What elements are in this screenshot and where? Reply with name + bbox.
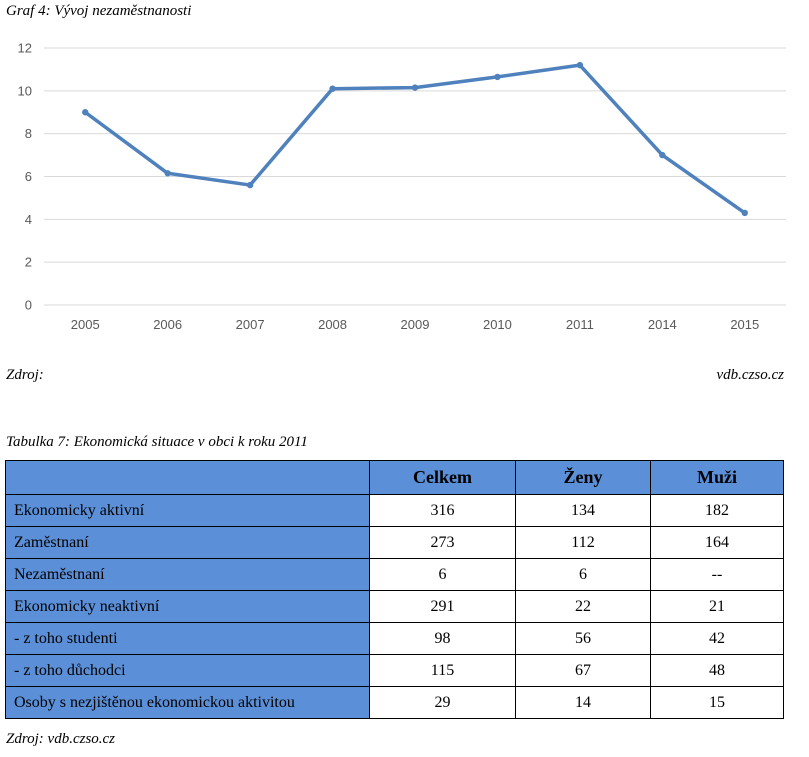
data-point bbox=[82, 109, 89, 116]
chart-x-tick-labels: 2005 2006 2007 2008 2009 2010 2011 2014 2015 bbox=[71, 317, 759, 332]
cell-zeny: 6 bbox=[515, 558, 651, 591]
cell-celkem: 6 bbox=[369, 558, 516, 591]
table-row: Ekonomicky aktivní 316 134 182 bbox=[5, 494, 784, 527]
economic-situation-table: Celkem Ženy Muži Ekonomicky aktivní 316 … bbox=[5, 460, 784, 719]
cell-celkem: 115 bbox=[369, 654, 516, 687]
header-celkem: Celkem bbox=[369, 460, 516, 495]
cell-muzi: 21 bbox=[650, 590, 784, 623]
chart-y-tick-labels: 0 2 4 6 8 10 12 bbox=[18, 41, 32, 313]
y-tick-label: 12 bbox=[18, 41, 32, 56]
y-tick-label: 2 bbox=[25, 255, 32, 270]
data-point bbox=[659, 151, 666, 159]
graph-caption: Graf 4: Vývoj nezaměstnanosti bbox=[6, 3, 192, 19]
cell-zeny: 67 bbox=[515, 654, 651, 687]
cell-zeny: 14 bbox=[515, 686, 651, 719]
cell-muzi: 15 bbox=[650, 686, 784, 719]
chart-series bbox=[82, 61, 748, 217]
table-header-row: Celkem Ženy Muži bbox=[5, 460, 784, 495]
cell-zeny: 56 bbox=[515, 622, 651, 655]
x-tick-label: 2005 bbox=[71, 317, 100, 332]
data-point bbox=[411, 84, 419, 91]
cell-zeny: 22 bbox=[515, 590, 651, 623]
y-tick-label: 8 bbox=[25, 126, 32, 141]
table-row: Nezaměstnaní 6 6 -- bbox=[5, 558, 784, 591]
table-row: Zaměstnaní 273 112 164 bbox=[5, 526, 784, 559]
cell-muzi: -- bbox=[650, 558, 784, 591]
header-muzi: Muži bbox=[650, 460, 784, 495]
row-label: - z toho důchodci bbox=[5, 654, 370, 687]
data-point bbox=[164, 170, 171, 177]
cell-zeny: 134 bbox=[515, 494, 651, 527]
cell-celkem: 29 bbox=[369, 686, 516, 719]
x-tick-label: 2009 bbox=[401, 317, 430, 332]
table-row: - z toho studenti 98 56 42 bbox=[5, 622, 784, 655]
row-label: Ekonomicky aktivní bbox=[5, 494, 370, 527]
row-label: Osoby s nezjištěnou ekonomickou aktivito… bbox=[5, 686, 370, 719]
x-tick-label: 2015 bbox=[730, 317, 759, 332]
cell-muzi: 48 bbox=[650, 654, 784, 687]
cell-celkem: 316 bbox=[369, 494, 516, 527]
x-tick-label: 2006 bbox=[153, 317, 182, 332]
x-tick-label: 2007 bbox=[236, 317, 265, 332]
cell-muzi: 42 bbox=[650, 622, 784, 655]
row-label: - z toho studenti bbox=[5, 622, 370, 655]
row-label: Zaměstnaní bbox=[5, 526, 370, 559]
cell-muzi: 164 bbox=[650, 526, 784, 559]
cell-zeny: 112 bbox=[515, 526, 651, 559]
chart-gridlines bbox=[44, 47, 786, 306]
data-point bbox=[576, 61, 584, 69]
x-tick-label: 2014 bbox=[648, 317, 677, 332]
cell-celkem: 273 bbox=[369, 526, 516, 559]
row-label: Nezaměstnaní bbox=[5, 558, 370, 591]
x-tick-label: 2011 bbox=[566, 317, 594, 332]
data-point bbox=[494, 73, 501, 81]
cell-celkem: 291 bbox=[369, 590, 516, 623]
data-point bbox=[246, 181, 254, 189]
data-point bbox=[329, 85, 336, 92]
header-empty-cell bbox=[5, 460, 370, 495]
row-label: Ekonomicky neaktivní bbox=[5, 590, 370, 623]
cell-muzi: 182 bbox=[650, 494, 784, 527]
table-source: Zdroj: vdb.czso.cz bbox=[6, 731, 116, 747]
y-tick-label: 4 bbox=[25, 212, 32, 227]
table-caption: Tabulka 7: Ekonomická situace v obci k r… bbox=[6, 434, 308, 450]
data-point bbox=[741, 209, 748, 217]
graph-source-label: Zdroj: bbox=[6, 367, 44, 383]
cell-celkem: 98 bbox=[369, 622, 516, 655]
table-row: - z toho důchodci 115 67 48 bbox=[5, 654, 784, 687]
x-tick-label: 2010 bbox=[483, 317, 512, 332]
table-row: Osoby s nezjištěnou ekonomickou aktivito… bbox=[5, 686, 784, 719]
table-row: Ekonomicky neaktivní 291 22 21 bbox=[5, 590, 784, 623]
header-zeny: Ženy bbox=[515, 460, 651, 495]
graph-source-value: vdb.czso.cz bbox=[716, 367, 785, 383]
y-tick-label: 6 bbox=[25, 169, 32, 184]
x-tick-label: 2008 bbox=[318, 317, 347, 332]
y-tick-label: 10 bbox=[18, 83, 32, 98]
y-tick-label: 0 bbox=[25, 298, 32, 313]
